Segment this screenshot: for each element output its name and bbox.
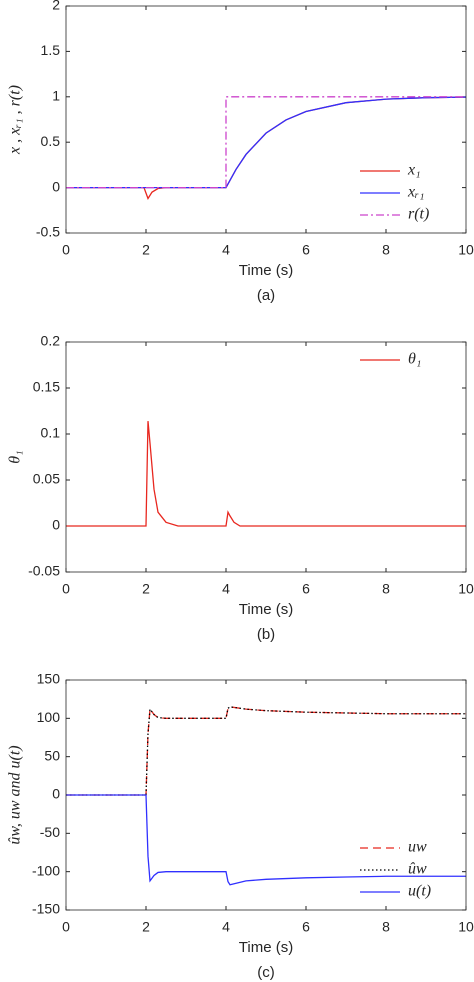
series-line xyxy=(66,96,466,189)
legend-label: ûw xyxy=(408,861,427,878)
series-line xyxy=(66,706,466,796)
legend-label: r(t) xyxy=(408,206,429,223)
x-tick-label: 2 xyxy=(142,919,150,935)
y-tick-label: 50 xyxy=(44,747,60,763)
x-axis-label: Time (s) xyxy=(239,262,293,279)
legend-label: uw xyxy=(408,839,427,856)
caption: (a) xyxy=(257,287,275,304)
y-tick-label: -100 xyxy=(32,862,60,878)
x-tick-label: 6 xyxy=(302,581,310,597)
x-axis-label: Time (s) xyxy=(239,939,293,956)
y-axis-label: θ₁ xyxy=(7,450,24,463)
y-tick-label: 0.05 xyxy=(33,471,60,487)
y-axis-label: ûw, uw and u(t) xyxy=(7,745,24,844)
caption: (c) xyxy=(257,964,275,981)
y-tick-label: 0.2 xyxy=(41,333,61,349)
x-tick-label: 4 xyxy=(222,581,230,597)
series-line xyxy=(66,96,467,189)
plot-area xyxy=(66,6,466,233)
x-tick-label: 0 xyxy=(62,581,70,597)
y-tick-label: -150 xyxy=(32,901,60,917)
y-axis-label: x , xᵣ₁ , r(t) xyxy=(7,85,24,155)
y-tick-label: 0 xyxy=(52,517,60,533)
y-tick-label: 0 xyxy=(52,786,60,802)
x-tick-label: 2 xyxy=(142,242,150,258)
y-tick-label: 0.5 xyxy=(41,133,61,149)
y-tick-label: 150 xyxy=(37,671,61,687)
x-tick-label: 0 xyxy=(62,919,70,935)
x-tick-label: 4 xyxy=(222,919,230,935)
plot-area xyxy=(66,342,466,572)
series-line xyxy=(66,706,466,796)
series-line xyxy=(66,421,466,527)
x-tick-label: 10 xyxy=(458,581,474,597)
y-tick-label: 100 xyxy=(37,709,61,725)
plot-frame xyxy=(65,341,467,573)
legend-label: x₁ xyxy=(407,162,421,179)
x-axis-label: Time (s) xyxy=(239,601,293,618)
x-tick-label: 8 xyxy=(382,242,390,258)
legend-label: θ₁ xyxy=(408,351,421,368)
x-tick-label: 10 xyxy=(458,242,474,258)
y-tick-label: 1 xyxy=(52,88,60,104)
y-tick-label: 1.5 xyxy=(41,42,61,58)
legend-label: xᵣ₁ xyxy=(407,184,425,201)
y-tick-label: 2 xyxy=(52,0,60,13)
plot-frame xyxy=(65,679,467,911)
series-line xyxy=(66,794,466,886)
y-tick-label: -0.5 xyxy=(36,224,60,240)
x-tick-label: 8 xyxy=(382,919,390,935)
y-tick-label: 0 xyxy=(52,178,60,194)
x-tick-label: 6 xyxy=(302,242,310,258)
y-tick-label: -0.05 xyxy=(28,563,60,579)
caption: (b) xyxy=(257,626,275,643)
x-tick-label: 8 xyxy=(382,581,390,597)
y-tick-label: 0.15 xyxy=(33,379,60,395)
x-tick-label: 10 xyxy=(458,919,474,935)
plot-frame xyxy=(65,5,467,234)
x-tick-label: 4 xyxy=(222,242,230,258)
x-tick-label: 2 xyxy=(142,581,150,597)
legend-label: u(t) xyxy=(408,883,431,900)
y-tick-label: 0.1 xyxy=(41,425,61,441)
y-tick-label: -50 xyxy=(40,824,60,840)
x-tick-label: 6 xyxy=(302,919,310,935)
x-tick-label: 0 xyxy=(62,242,70,258)
